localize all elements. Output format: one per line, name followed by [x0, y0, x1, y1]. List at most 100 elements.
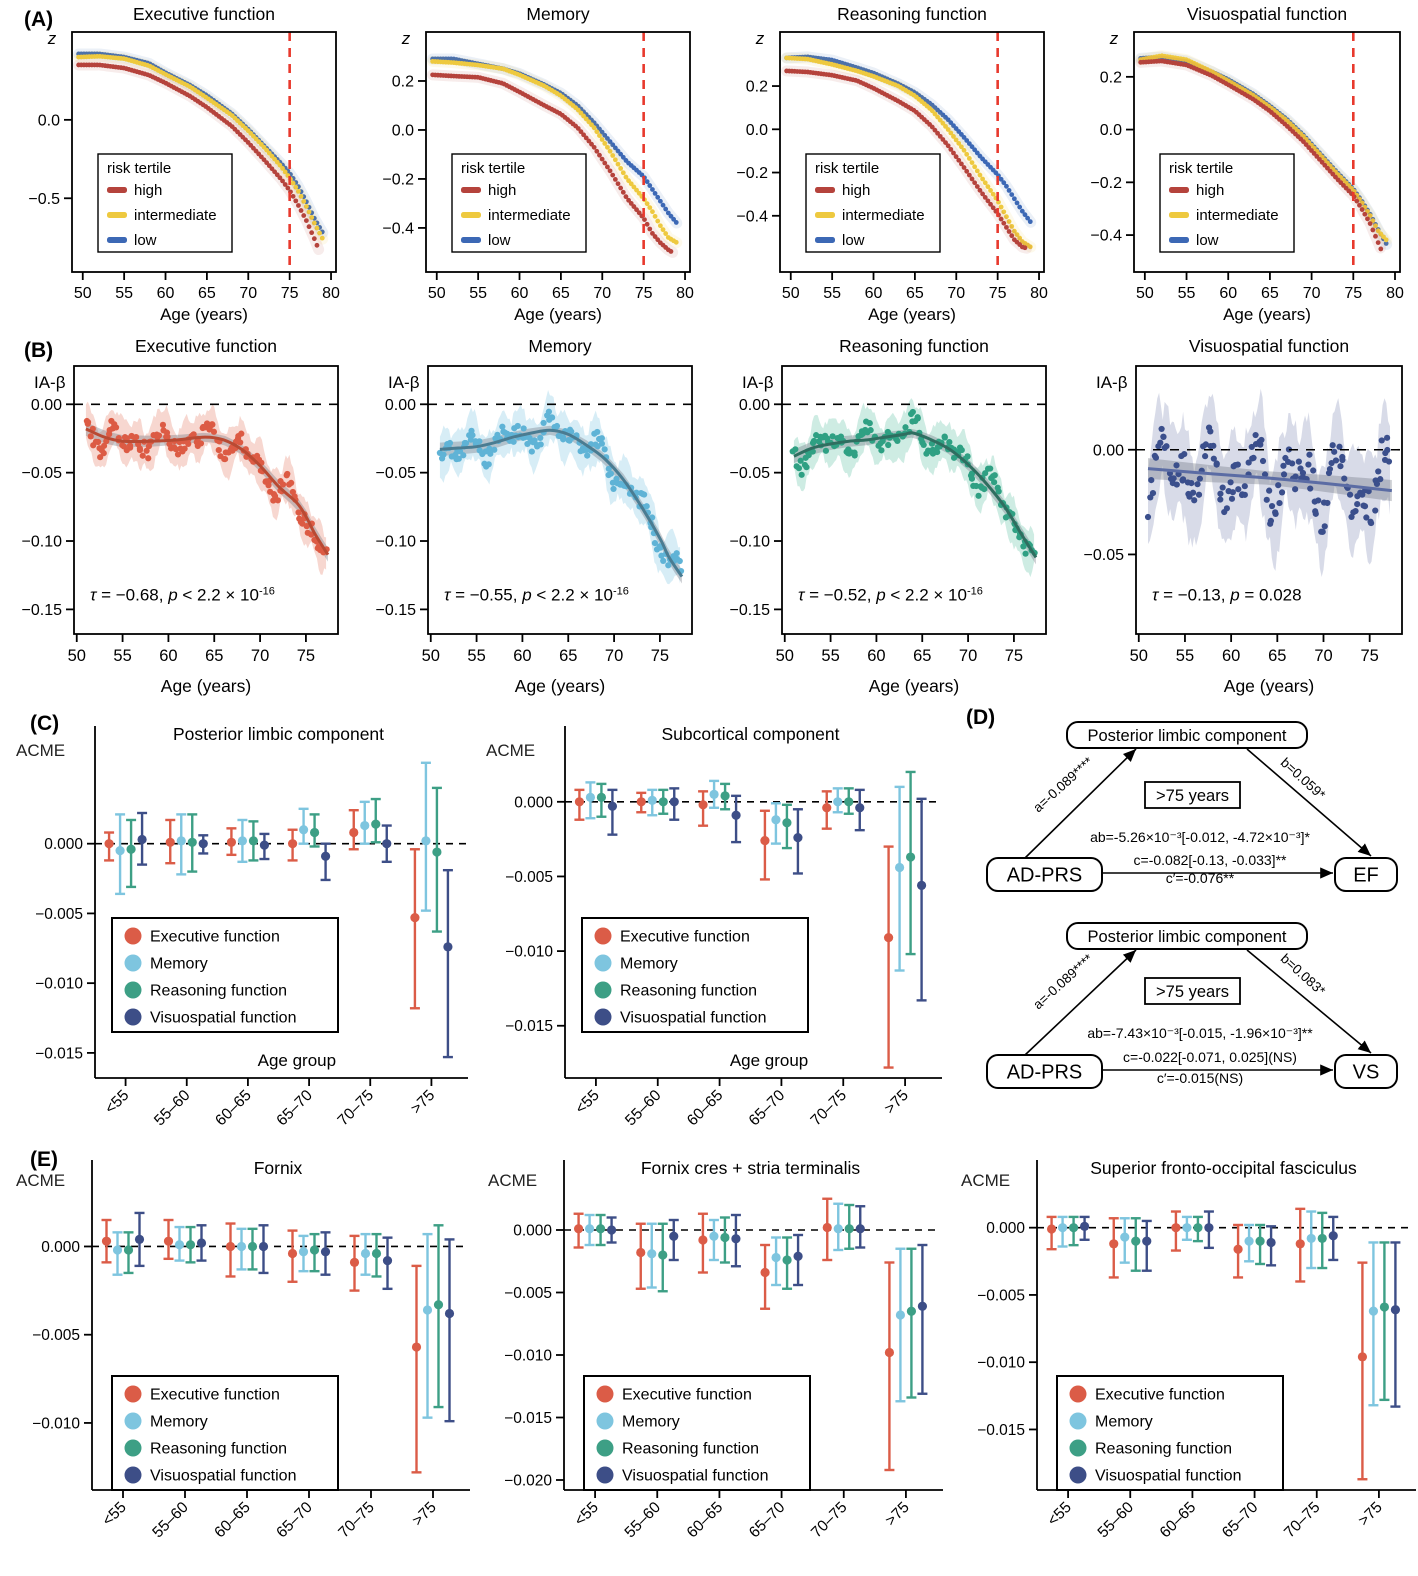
- svg-text:Visuospatial function: Visuospatial function: [1189, 336, 1349, 356]
- svg-text:Executive function: Executive function: [150, 929, 280, 946]
- svg-text:−0.2: −0.2: [382, 171, 414, 188]
- svg-text:50: 50: [1136, 285, 1154, 302]
- svg-text:Reasoning function: Reasoning function: [620, 983, 757, 1000]
- svg-text:Age (years): Age (years): [868, 305, 956, 324]
- svg-text:0.0: 0.0: [746, 122, 768, 139]
- svg-text:−0.4: −0.4: [1090, 228, 1122, 245]
- svg-text:IA-β: IA-β: [1096, 373, 1128, 392]
- svg-text:c′=-0.076**: c′=-0.076**: [1166, 870, 1235, 886]
- svg-text:Age (years): Age (years): [161, 676, 251, 696]
- svg-text:65–70: 65–70: [746, 1499, 789, 1542]
- svg-text:65: 65: [205, 647, 223, 665]
- svg-text:τ = −0.68, p < 2.2 × 10-16: τ = −0.68, p < 2.2 × 10-16: [90, 586, 275, 605]
- risk-tertile-chart-visuospatial: Visuospatial function z 0.2 0.0 −0.2 −0.4 50 55…: [1090, 4, 1404, 324]
- svg-text:>75: >75: [881, 1087, 912, 1118]
- svg-text:−0.010: −0.010: [505, 944, 553, 961]
- svg-text:<55: <55: [99, 1499, 130, 1530]
- acme-forest-fornix-cres: Fornix cres + stria terminalis ACME 0.000 −…: [488, 1158, 943, 1542]
- svg-text:0.0: 0.0: [38, 112, 60, 129]
- svg-text:0.2: 0.2: [746, 79, 768, 96]
- mediation-diagram-vs: Posterior limbic component >75 years AD-PR…: [986, 922, 1398, 1089]
- svg-text:AD-PRS: AD-PRS: [1007, 865, 1083, 887]
- svg-text:Memory: Memory: [1095, 1414, 1153, 1431]
- svg-text:−0.05: −0.05: [22, 465, 63, 482]
- svg-text:0.0: 0.0: [392, 122, 414, 139]
- svg-text:75: 75: [635, 285, 653, 302]
- svg-text:70: 70: [947, 285, 965, 302]
- svg-text:Age (years): Age (years): [1224, 676, 1314, 696]
- svg-text:0.00: 0.00: [739, 397, 770, 414]
- svg-text:−0.2: −0.2: [736, 165, 768, 182]
- svg-text:0.00: 0.00: [1093, 442, 1124, 459]
- svg-text:55–60: 55–60: [622, 1499, 665, 1542]
- svg-text:65–70: 65–70: [1219, 1499, 1262, 1542]
- panel-label-d: (D): [966, 706, 996, 729]
- svg-text:Age (years): Age (years): [1223, 305, 1311, 324]
- svg-text:c′=-0.015(NS): c′=-0.015(NS): [1157, 1070, 1243, 1086]
- svg-text:−0.005: −0.005: [505, 869, 553, 886]
- svg-text:Age group: Age group: [730, 1051, 808, 1070]
- svg-text:55–60: 55–60: [622, 1087, 665, 1130]
- svg-text:0.00: 0.00: [31, 397, 62, 414]
- svg-text:<55: <55: [571, 1499, 602, 1530]
- panel-label-c: (C): [30, 712, 60, 735]
- svg-text:IA-β: IA-β: [742, 373, 774, 392]
- svg-text:75: 75: [297, 647, 315, 665]
- svg-text:−0.4: −0.4: [382, 220, 414, 237]
- svg-text:55: 55: [115, 285, 133, 302]
- svg-text:ab=-7.43×10⁻³[-0.015, -1.96×10: ab=-7.43×10⁻³[-0.015, -1.96×10⁻³]**: [1087, 1025, 1313, 1041]
- svg-text:risk tertile: risk tertile: [461, 160, 525, 177]
- svg-text:ACME: ACME: [488, 1171, 537, 1190]
- svg-text:55: 55: [1178, 285, 1196, 302]
- svg-text:z: z: [1109, 29, 1119, 48]
- svg-text:70–75: 70–75: [335, 1499, 378, 1542]
- svg-text:Visuospatial function: Visuospatial function: [1095, 1468, 1241, 1485]
- svg-text:70: 70: [959, 647, 977, 665]
- svg-text:Reasoning function: Reasoning function: [839, 336, 989, 356]
- svg-text:Memory: Memory: [150, 1414, 208, 1431]
- svg-text:−0.020: −0.020: [504, 1473, 552, 1490]
- panel-label-a: (A): [24, 8, 54, 31]
- svg-text:τ = −0.13, p = 0.028: τ = −0.13, p = 0.028: [1152, 586, 1302, 605]
- svg-text:low: low: [134, 232, 157, 249]
- svg-text:50: 50: [1130, 647, 1148, 665]
- svg-text:70: 70: [1314, 647, 1332, 665]
- svg-text:65: 65: [1268, 647, 1286, 665]
- svg-text:−0.2: −0.2: [1090, 175, 1122, 192]
- svg-text:Age (years): Age (years): [160, 305, 248, 324]
- svg-text:intermediate: intermediate: [1196, 207, 1279, 224]
- svg-text:75: 75: [281, 285, 299, 302]
- svg-text:c=-0.022[-0.071, 0.025](NS): c=-0.022[-0.071, 0.025](NS): [1123, 1049, 1297, 1065]
- svg-text:Visuospatial function: Visuospatial function: [622, 1468, 768, 1485]
- svg-text:−0.10: −0.10: [730, 534, 771, 551]
- svg-text:50: 50: [776, 647, 794, 665]
- svg-text:−0.005: −0.005: [35, 906, 83, 923]
- svg-text:55: 55: [821, 647, 839, 665]
- svg-text:−0.15: −0.15: [22, 602, 63, 619]
- svg-text:0.2: 0.2: [1100, 69, 1122, 86]
- svg-text:−0.005: −0.005: [32, 1327, 80, 1344]
- svg-text:Age group: Age group: [258, 1051, 336, 1070]
- svg-text:Reasoning function: Reasoning function: [837, 4, 987, 24]
- svg-text:a=-0.089****: a=-0.089****: [1030, 754, 1096, 816]
- svg-text:−0.010: −0.010: [32, 1415, 80, 1432]
- svg-text:70: 70: [239, 285, 257, 302]
- svg-text:70–75: 70–75: [808, 1499, 851, 1542]
- svg-text:Visuospatial function: Visuospatial function: [620, 1010, 766, 1027]
- svg-text:65: 65: [906, 285, 924, 302]
- svg-text:0.00: 0.00: [385, 397, 416, 414]
- acme-forest-subcortical: Subcortical component ACME 0.000 −0.005 −0.0…: [486, 724, 942, 1130]
- svg-text:Executive function: Executive function: [622, 1387, 752, 1404]
- svg-text:Memory: Memory: [150, 956, 208, 973]
- svg-text:Reasoning function: Reasoning function: [622, 1441, 759, 1458]
- svg-text:Reasoning function: Reasoning function: [150, 1441, 287, 1458]
- svg-text:0.000: 0.000: [986, 1220, 1025, 1237]
- svg-text:EF: EF: [1353, 865, 1379, 887]
- svg-text:80: 80: [676, 285, 694, 302]
- svg-text:a=-0.089****: a=-0.089****: [1030, 951, 1096, 1013]
- svg-text:65: 65: [913, 647, 931, 665]
- risk-tertile-chart-memory: Memory z 0.2 0.0 −0.2 −0.4 50 55 60 65 70 75 80 Age (…: [382, 4, 694, 324]
- panel-label-b: (B): [24, 339, 54, 362]
- ia-beta-chart-visuospatial: Visuospatial function IA-β 0.00 −0.05 50 55 60…: [1084, 336, 1403, 696]
- svg-text:>75: >75: [408, 1087, 439, 1118]
